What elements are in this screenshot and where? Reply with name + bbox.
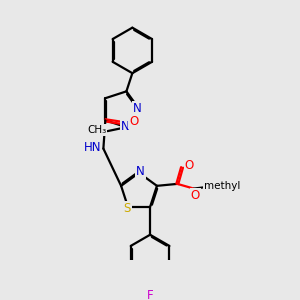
Text: N: N: [136, 165, 145, 178]
Text: N: N: [121, 120, 129, 133]
Text: CH₃: CH₃: [87, 125, 106, 135]
Text: O: O: [191, 189, 200, 202]
Text: O: O: [184, 159, 194, 172]
Text: S: S: [124, 202, 131, 215]
Text: F: F: [147, 290, 153, 300]
Text: methyl: methyl: [204, 181, 240, 191]
Text: HN: HN: [84, 141, 101, 154]
Text: O: O: [129, 116, 138, 128]
Text: N: N: [133, 102, 141, 115]
